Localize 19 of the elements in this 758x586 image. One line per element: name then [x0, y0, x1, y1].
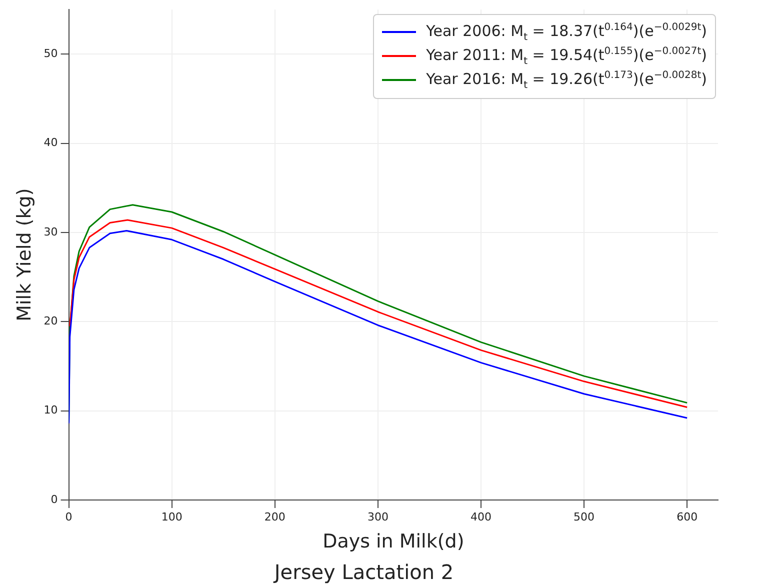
y-tick-label: 50 — [44, 47, 58, 60]
y-axis-title: Milk Yield (kg) — [13, 188, 36, 322]
x-axis-title: Days in Milk(d) — [322, 530, 464, 553]
x-tick-label: 300 — [367, 510, 388, 524]
text: Jersey Lactation 2 — [272, 560, 454, 584]
y-tick-label: 30 — [44, 225, 58, 238]
x-tick-label: 400 — [470, 510, 492, 524]
legend-label: Year 2011: M$_{t}$ = 19.54(t$^{0.155}$)(e$^{−0.0027t}$) — [426, 46, 707, 67]
legend-label: Year 2006: M$_{t}$ = 18.37(t$^{0.164}$)(e$^{−0.0029t}$) — [426, 22, 707, 43]
x-tick-label: 0 — [65, 510, 72, 524]
legend-label: Year 2016: M$_{t}$ = 19.26(t$^{0.173}$)(e$^{−0.0028t}$) — [426, 70, 707, 91]
y-tick-label: 0 — [50, 492, 58, 506]
x-tick-label: 200 — [264, 510, 286, 524]
y-tick-label: 20 — [44, 314, 58, 328]
x-tick-label: 100 — [161, 510, 182, 524]
y-tick-label: 10 — [44, 404, 58, 417]
x-tick-label: 500 — [574, 510, 595, 524]
x-tick-label: 600 — [676, 510, 698, 524]
y-tick-label: 40 — [44, 136, 58, 150]
